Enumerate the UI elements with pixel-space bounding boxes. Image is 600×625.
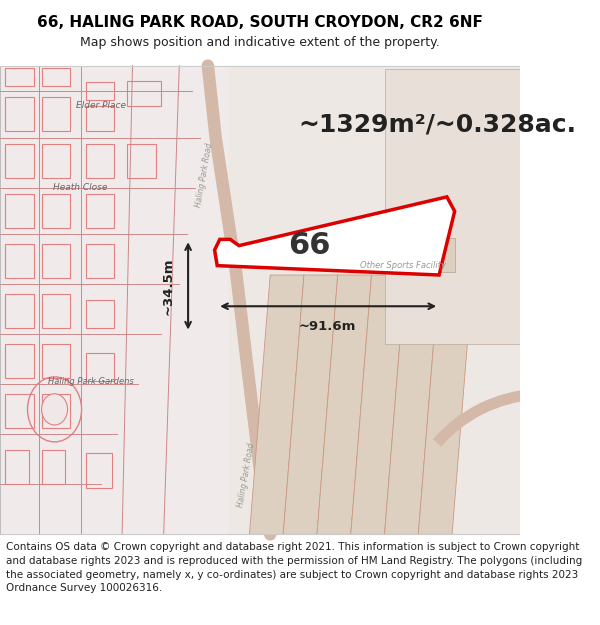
- Bar: [416, 238, 455, 272]
- Polygon shape: [418, 275, 473, 534]
- Bar: [416, 206, 444, 231]
- Polygon shape: [283, 275, 338, 534]
- Text: Elder Place: Elder Place: [76, 101, 127, 109]
- Bar: [41, 394, 70, 428]
- Bar: [5, 394, 34, 428]
- Text: Haling Park Gardens: Haling Park Gardens: [48, 377, 134, 386]
- Bar: [127, 144, 156, 178]
- Bar: [5, 244, 34, 278]
- Bar: [0, 66, 520, 534]
- Text: Haling Park Road: Haling Park Road: [236, 442, 256, 508]
- Bar: [0, 0, 520, 66]
- Bar: [5, 68, 34, 86]
- Bar: [41, 194, 70, 228]
- Polygon shape: [385, 275, 439, 534]
- Bar: [5, 144, 34, 178]
- Bar: [86, 106, 115, 131]
- Bar: [41, 68, 70, 86]
- Bar: [86, 453, 112, 488]
- Bar: [86, 82, 115, 100]
- Text: 66, HALING PARK ROAD, SOUTH CROYDON, CR2 6NF: 66, HALING PARK ROAD, SOUTH CROYDON, CR2…: [37, 15, 483, 30]
- Bar: [41, 144, 70, 178]
- Bar: [5, 194, 34, 228]
- Text: Other Sports Facility: Other Sports Facility: [360, 261, 446, 270]
- Text: ~91.6m: ~91.6m: [299, 321, 356, 333]
- Circle shape: [41, 394, 68, 425]
- Bar: [5, 450, 29, 484]
- Text: 66: 66: [288, 231, 331, 259]
- Text: Haling Park Road: Haling Park Road: [194, 142, 214, 208]
- Text: ~1329m²/~0.328ac.: ~1329m²/~0.328ac.: [299, 113, 577, 137]
- Text: Heath Close: Heath Close: [53, 183, 108, 192]
- Bar: [0, 534, 520, 625]
- Bar: [86, 353, 115, 381]
- Bar: [5, 97, 34, 131]
- Bar: [0, 66, 229, 534]
- Bar: [229, 66, 520, 534]
- Text: Contains OS data © Crown copyright and database right 2021. This information is : Contains OS data © Crown copyright and d…: [6, 542, 583, 593]
- Bar: [5, 294, 34, 328]
- Bar: [5, 344, 34, 378]
- Bar: [41, 450, 65, 484]
- Bar: [86, 144, 115, 178]
- Text: ~34.5m: ~34.5m: [162, 258, 175, 315]
- Bar: [41, 294, 70, 328]
- Bar: [86, 244, 115, 278]
- Bar: [41, 244, 70, 278]
- Bar: [86, 300, 115, 328]
- Bar: [41, 97, 70, 131]
- Text: Map shows position and indicative extent of the property.: Map shows position and indicative extent…: [80, 36, 440, 49]
- Polygon shape: [317, 275, 371, 534]
- Bar: [385, 69, 520, 344]
- Polygon shape: [250, 275, 304, 534]
- Bar: [86, 194, 115, 228]
- Bar: [127, 81, 161, 106]
- Polygon shape: [215, 197, 455, 275]
- Bar: [41, 344, 70, 378]
- Polygon shape: [351, 275, 406, 534]
